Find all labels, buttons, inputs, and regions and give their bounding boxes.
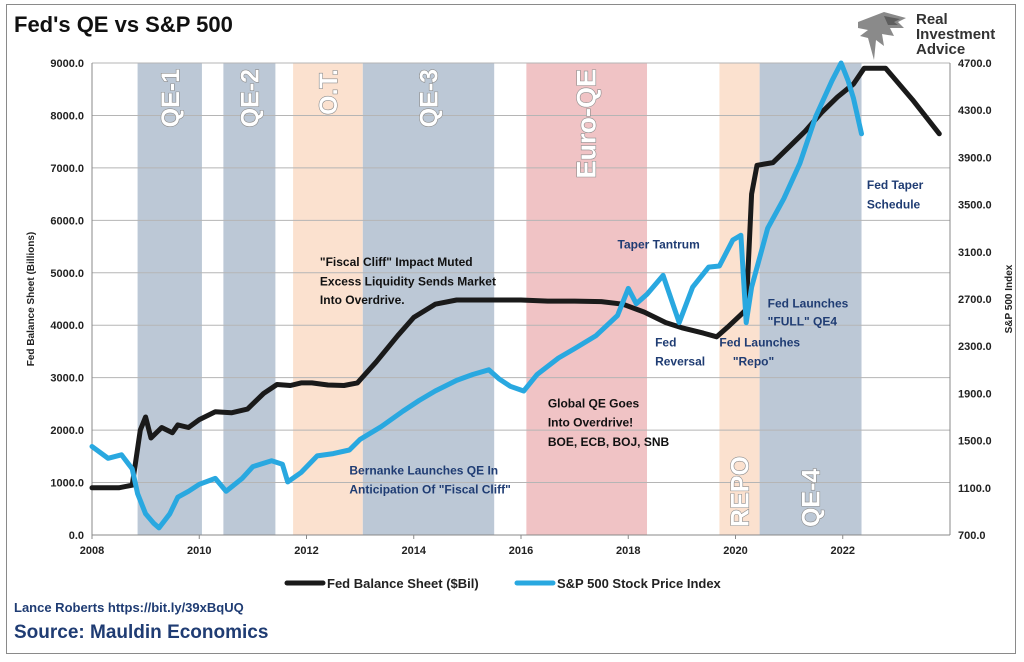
annotation: Fed (655, 336, 676, 350)
y-right-tick-label: 2300.0 (958, 341, 992, 353)
annotation: Excess Liquidity Sends Market (320, 274, 496, 288)
y-left-axis-title: Fed Balance Sheet (Billions) (26, 232, 37, 366)
annotation: Into Overdrive. (320, 293, 405, 307)
brand-logo: Real Investment Advice (854, 8, 1014, 64)
legend-label: Fed Balance Sheet ($Bil) (327, 576, 479, 591)
series-line (89, 65, 942, 491)
brand-name: Real Investment Advice (916, 12, 995, 57)
annotation: "FULL" QE4 (768, 315, 838, 329)
x-tick-label: 2010 (187, 545, 211, 557)
chart-title: Fed's QE vs S&P 500 (14, 12, 233, 37)
legend-label: S&P 500 Stock Price Index (557, 576, 722, 591)
x-tick-label: 2014 (402, 545, 427, 557)
x-tick-label: 2008 (80, 545, 104, 557)
x-tick-label: 2016 (509, 545, 533, 557)
period-band (223, 63, 276, 535)
annotation: Into Overdrive! (548, 415, 633, 429)
brand-line-1: Real (916, 11, 948, 28)
eagle-icon (858, 12, 906, 60)
y-left-tick-label: 6000.0 (50, 215, 84, 227)
annotation: Fed Launches (768, 296, 849, 310)
period-label: Euro-QE (572, 69, 602, 179)
y-right-axis-title: S&P 500 Index (1004, 264, 1015, 333)
y-right-tick-label: 2700.0 (958, 294, 992, 306)
period-band (759, 63, 862, 535)
y-left-tick-label: 5000.0 (50, 268, 84, 280)
annotation: "Repo" (733, 355, 774, 369)
y-right-tick-label: 700.0 (958, 530, 986, 542)
y-right-tick-label: 3500.0 (958, 200, 992, 212)
brand-line-2: Investment (916, 26, 996, 43)
y-left-tick-label: 4000.0 (50, 320, 84, 332)
y-left-tick-label: 3000.0 (50, 373, 84, 385)
y-right-tick-label: 4300.0 (958, 105, 992, 117)
y-left-tick-label: 7000.0 (50, 163, 84, 175)
y-left-tick-label: 0.0 (69, 530, 84, 542)
x-tick-label: 2018 (616, 545, 640, 557)
annotation: Global QE Goes (548, 397, 640, 411)
source-line: Source: Mauldin Economics (14, 622, 269, 643)
y-right-tick-label: 1500.0 (958, 436, 992, 448)
annotation: Reversal (655, 355, 705, 369)
y-right-tick-label: 1100.0 (958, 483, 991, 495)
annotation: BOE, ECB, BOJ, SNB (548, 435, 670, 449)
series-line (89, 60, 864, 531)
credit-line: Lance Roberts https://bit.ly/39xBqUQ (14, 600, 244, 615)
annotation: Fed Launches (719, 336, 800, 350)
period-label: QE-4 (798, 469, 826, 527)
period-band (719, 63, 760, 535)
annotation: Fed Taper (867, 178, 924, 192)
y-left-tick-label: 1000.0 (50, 478, 84, 490)
period-label: REPO (727, 456, 755, 527)
y-right-tick-label: 4700.0 (958, 58, 992, 70)
y-right-tick-label: 3100.0 (958, 247, 992, 259)
annotation: Anticipation Of "Fiscal Cliff" (349, 483, 510, 497)
annotation: Bernanke Launches QE In (349, 464, 498, 478)
y-left-tick-label: 2000.0 (50, 425, 84, 437)
x-tick-label: 2012 (294, 545, 318, 557)
period-label: O.T. (315, 69, 343, 115)
period-band (137, 63, 202, 535)
y-left-tick-label: 8000.0 (50, 110, 84, 122)
period-label: QE-2 (236, 69, 264, 127)
x-tick-label: 2022 (831, 545, 855, 557)
x-tick-label: 2020 (723, 545, 747, 557)
annotation: Schedule (867, 197, 921, 211)
annotation: Taper Tantrum (618, 238, 700, 252)
annotation: "Fiscal Cliff" Impact Muted (320, 255, 473, 269)
y-left-tick-label: 9000.0 (50, 58, 84, 70)
y-right-tick-label: 3900.0 (958, 152, 992, 164)
period-label: QE-1 (157, 69, 185, 127)
brand-line-3: Advice (916, 41, 966, 58)
period-label: QE-3 (415, 69, 443, 127)
y-right-tick-label: 1900.0 (958, 388, 992, 400)
